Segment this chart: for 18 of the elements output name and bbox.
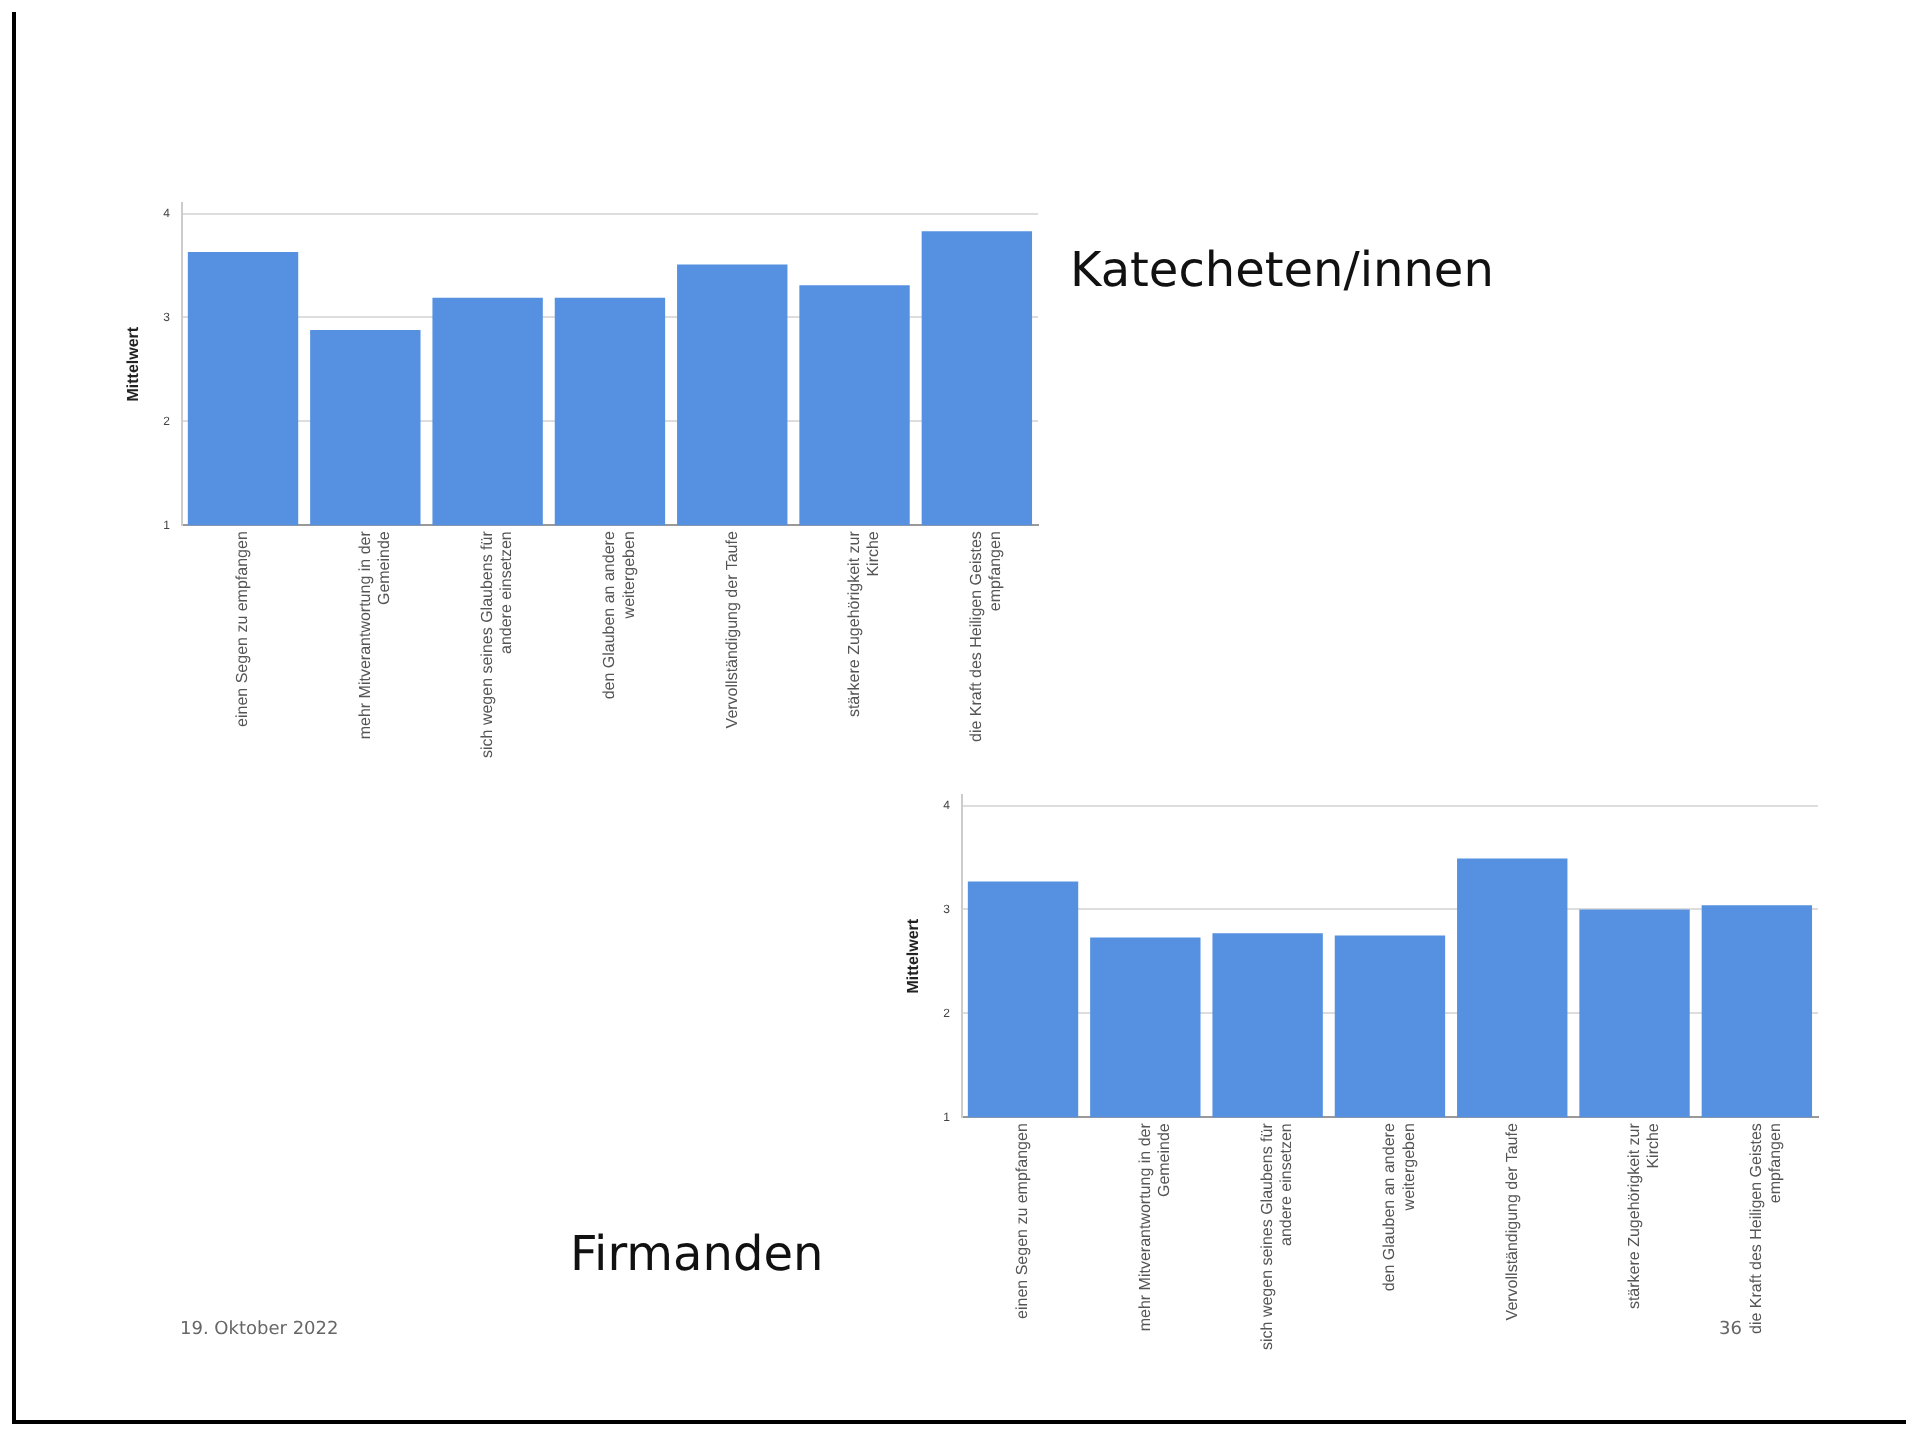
- x-tick-label: stärkere Zugehörigkeit zur Kirche: [1624, 1122, 1663, 1310]
- x-tick-label: den Glauben an andere weitergeben: [1380, 1122, 1418, 1292]
- x-tick-label: mehr Mitverantwortung in der Gemeinde: [1135, 1122, 1173, 1332]
- text: Katecheten/innen: [1070, 242, 1494, 299]
- x-tick-label: Vervollständigung der Taufe: [722, 530, 741, 729]
- x-tick-label: einen Segen zu empfangen: [233, 531, 252, 727]
- y-axis-title: Mittelwert: [904, 918, 923, 994]
- x-tick-label: die Kraft des Heiligen Geistes empfangen: [967, 531, 1005, 742]
- x-tick-label: den Glauben an andere weitergeben: [600, 530, 638, 700]
- y-axis-title: Mittelwert: [124, 326, 143, 402]
- text: 36: [1719, 1320, 1742, 1340]
- x-tick-label: einen Segen zu empfangen: [1013, 1123, 1032, 1319]
- x-tick-label: stärkere Zugehörigkeit zur Kirche: [844, 530, 883, 718]
- text: Firmanden: [570, 1226, 824, 1283]
- x-tick-label: die Kraft des Heiligen Geistes empfangen: [1747, 1123, 1785, 1334]
- text: 19. Oktober 2022: [180, 1320, 339, 1340]
- x-tick-label: mehr Mitverantwortung in der Gemeinde: [355, 530, 393, 740]
- x-tick-label: Vervollständigung der Taufe: [1502, 1122, 1521, 1321]
